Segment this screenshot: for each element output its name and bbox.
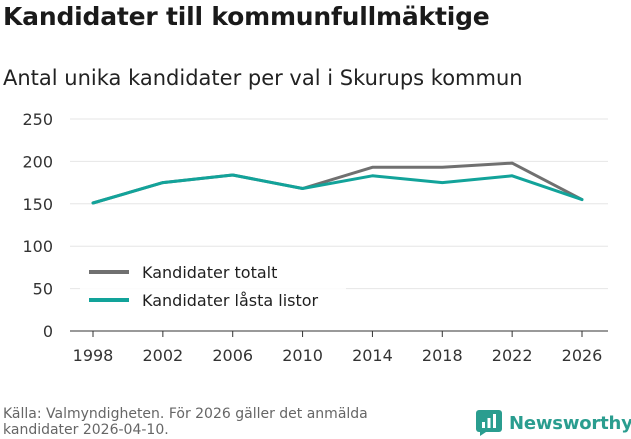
x-tick-label-2026: 2026 bbox=[562, 346, 603, 365]
source-note: Källa: Valmyndigheten. För 2026 gäller d… bbox=[3, 406, 423, 438]
series-lines bbox=[91, 161, 584, 205]
legend-label-2: Kandidater låsta listor bbox=[142, 291, 319, 310]
x-axis-ticks: 1998 2002 2006 2010 2014 2018 2022 2026 bbox=[73, 331, 603, 365]
x-tick-label-2002: 2002 bbox=[142, 346, 183, 365]
x-tick-label-2006: 2006 bbox=[212, 346, 253, 365]
newsworthy-logo-icon bbox=[476, 410, 502, 436]
x-tick-label-2014: 2014 bbox=[352, 346, 393, 365]
brand-name: Newsworthy bbox=[509, 412, 631, 434]
brand: Newsworthy bbox=[476, 408, 631, 438]
y-tick-label-200: 200 bbox=[22, 152, 53, 171]
y-tick-label-50: 50 bbox=[33, 280, 53, 299]
series-line-2 bbox=[91, 173, 584, 205]
chart-title: Kandidater till kommunfullmäktige bbox=[3, 2, 490, 31]
chart-subtitle: Antal unika kandidater per val i Skurups… bbox=[3, 66, 523, 90]
source-line-1: Källa: Valmyndigheten. För 2026 gäller d… bbox=[3, 406, 368, 422]
x-tick-label-2010: 2010 bbox=[282, 346, 323, 365]
legend: Kandidater totalt Kandidater låsta listor bbox=[80, 258, 346, 320]
y-tick-label-0: 0 bbox=[43, 322, 53, 341]
x-tick-label-2018: 2018 bbox=[422, 346, 463, 365]
y-tick-label-150: 150 bbox=[22, 195, 53, 214]
x-tick-label-2022: 2022 bbox=[492, 346, 533, 365]
y-tick-label-100: 100 bbox=[22, 237, 53, 256]
legend-label-1: Kandidater totalt bbox=[142, 263, 277, 282]
y-axis-ticks: 0 50 100 150 200 250 bbox=[22, 110, 53, 341]
x-tick-label-1998: 1998 bbox=[73, 346, 114, 365]
y-tick-label-250: 250 bbox=[22, 110, 53, 129]
legend-background bbox=[80, 258, 346, 320]
source-line-2: kandidater 2026-04-10. bbox=[3, 422, 169, 438]
